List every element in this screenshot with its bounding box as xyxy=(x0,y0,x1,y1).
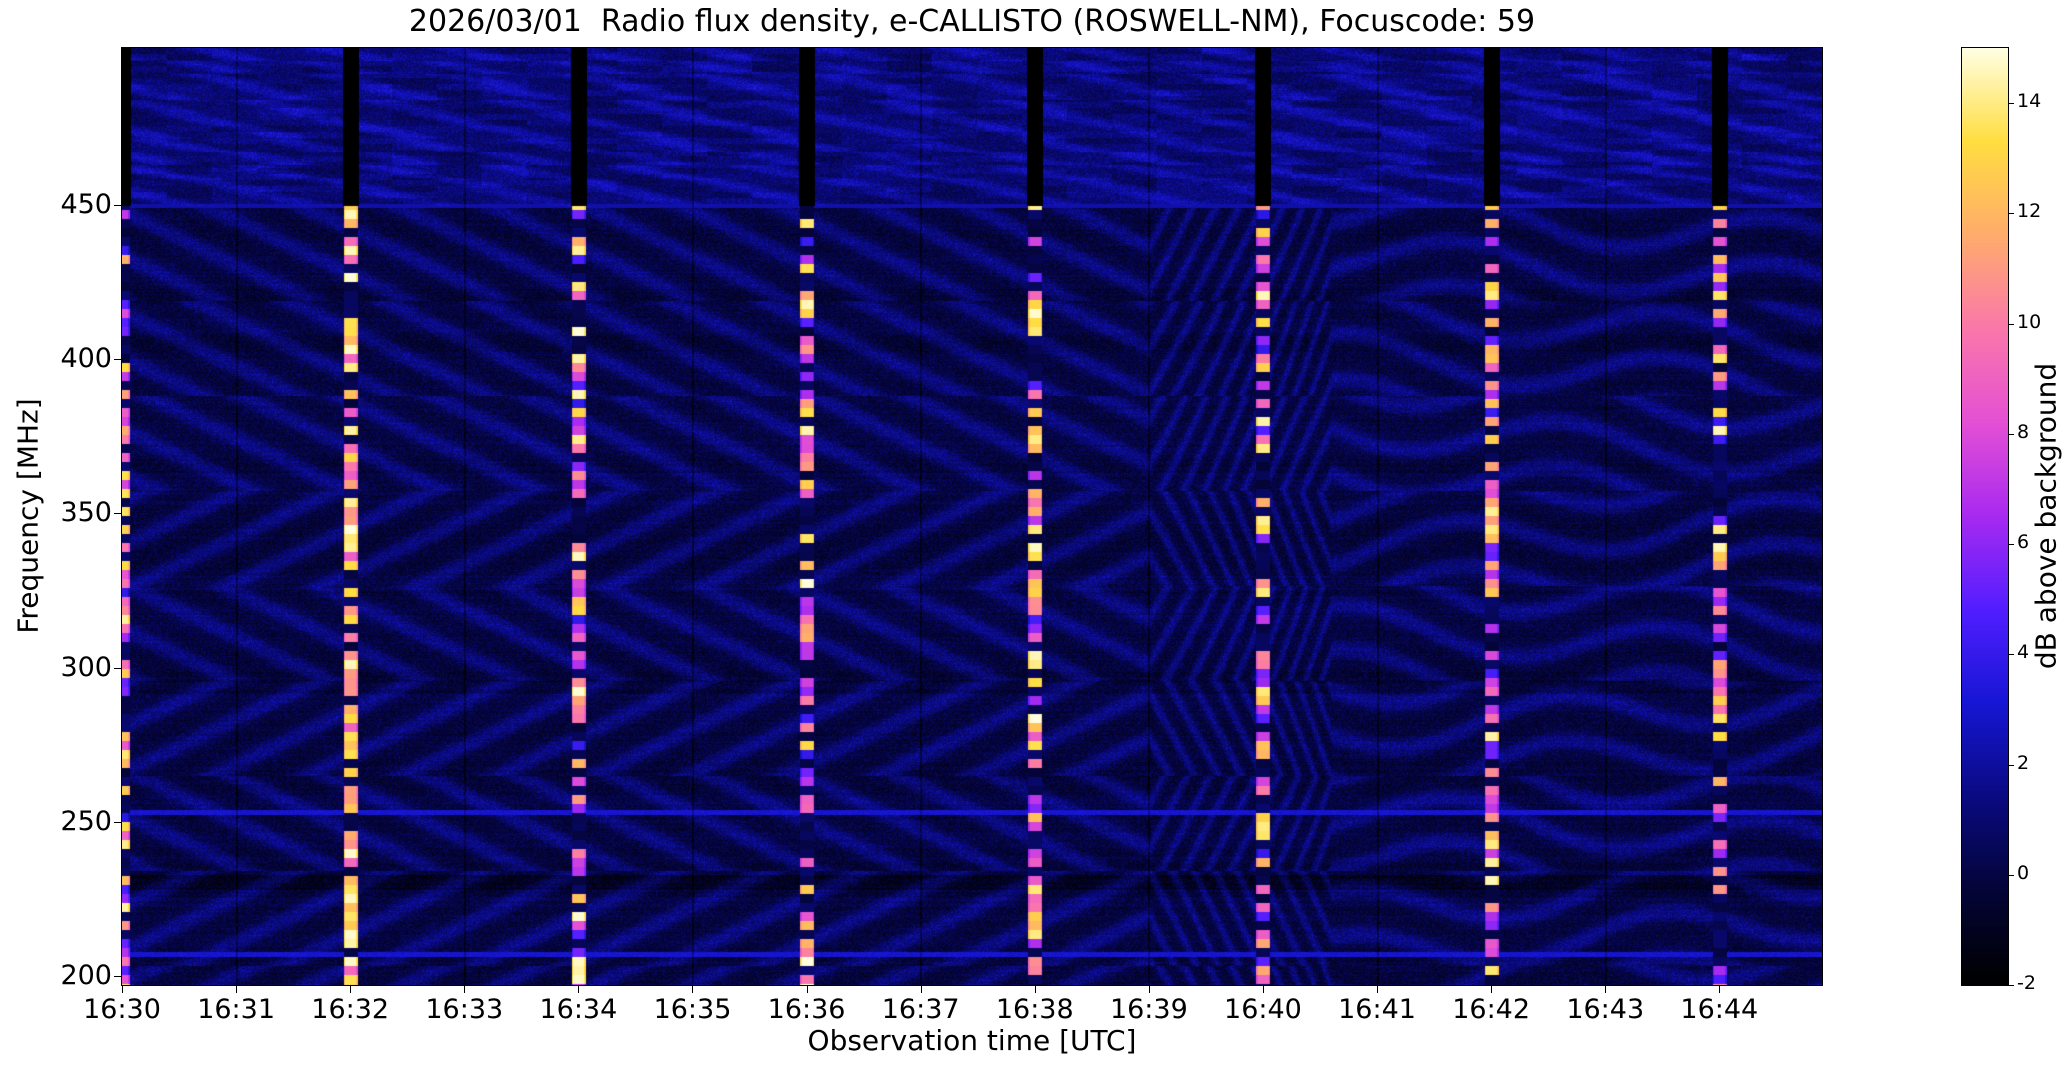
y-tick-mark xyxy=(114,821,122,823)
colorbar-tick-mark xyxy=(2008,103,2014,105)
colorbar-tick-mark xyxy=(2008,544,2014,546)
y-tick-label: 200 xyxy=(60,959,112,991)
x-tick-label: 16:32 xyxy=(311,994,390,1025)
x-tick-mark xyxy=(1148,985,1150,993)
colorbar-tick-mark xyxy=(2008,213,2014,215)
colorbar-tick-mark xyxy=(2008,323,2014,325)
y-tick-label: 250 xyxy=(60,805,112,837)
x-tick-label: 16:37 xyxy=(881,994,960,1025)
x-tick-label: 16:36 xyxy=(767,994,846,1025)
y-tick-mark xyxy=(114,667,122,669)
y-tick-mark xyxy=(114,205,122,207)
chart-title: 2026/03/01 Radio flux density, e-CALLIST… xyxy=(408,4,1536,39)
x-tick-label: 16:43 xyxy=(1566,994,1645,1025)
x-axis-label: Observation time [UTC] xyxy=(807,1024,1137,1057)
x-tick-label: 16:41 xyxy=(1338,994,1416,1025)
x-tick-mark xyxy=(920,985,922,993)
x-tick-mark xyxy=(122,985,123,993)
x-tick-mark xyxy=(1262,985,1264,993)
colorbar-tick-label: 10 xyxy=(2017,310,2042,333)
x-tick-label: 16:31 xyxy=(197,994,275,1025)
y-tick-mark xyxy=(114,975,122,977)
colorbar-label: dB above background xyxy=(2029,362,2063,670)
colorbar-tick-label: 8 xyxy=(2017,420,2030,443)
x-tick-mark xyxy=(1377,985,1379,993)
colorbar-tick-label: 12 xyxy=(2017,200,2042,223)
x-tick-mark xyxy=(236,985,238,993)
colorbar xyxy=(1961,47,2009,986)
colorbar-tick-mark xyxy=(2008,433,2014,435)
x-tick-label: 16:40 xyxy=(1224,994,1302,1025)
x-tick-mark xyxy=(1034,985,1036,993)
x-tick-label: 16:33 xyxy=(425,994,504,1025)
colorbar-tick-mark xyxy=(2008,874,2014,876)
spectrogram-heatmap xyxy=(121,47,1823,986)
colorbar-tick-label: 6 xyxy=(2017,531,2030,554)
y-tick-label: 350 xyxy=(60,497,112,529)
x-tick-label: 16:34 xyxy=(539,994,618,1025)
colorbar-tick-label: 14 xyxy=(2017,90,2042,113)
y-tick-mark xyxy=(114,359,122,361)
x-tick-label: 16:42 xyxy=(1452,994,1531,1025)
y-tick-label: 450 xyxy=(60,189,112,221)
x-tick-label: 16:38 xyxy=(995,994,1074,1025)
x-tick-mark xyxy=(1719,985,1721,993)
colorbar-tick-mark xyxy=(2008,654,2014,656)
x-tick-mark xyxy=(1491,985,1493,993)
colorbar-tick-label: 4 xyxy=(2017,641,2030,664)
colorbar-tick-mark xyxy=(2008,764,2014,766)
x-tick-label: 16:35 xyxy=(653,994,732,1025)
y-tick-mark xyxy=(114,513,122,515)
x-tick-mark xyxy=(578,985,580,993)
x-tick-mark xyxy=(1605,985,1607,993)
x-tick-mark xyxy=(464,985,466,993)
colorbar-tick-mark xyxy=(2008,985,2014,986)
x-tick-mark xyxy=(692,985,694,993)
y-tick-label: 300 xyxy=(60,651,112,683)
x-tick-label: 16:39 xyxy=(1109,994,1188,1025)
x-tick-mark xyxy=(806,985,808,993)
x-tick-mark xyxy=(350,985,352,993)
colorbar-tick-label: -2 xyxy=(2017,972,2036,994)
x-tick-label: 16:30 xyxy=(83,994,161,1025)
colorbar-tick-label: 0 xyxy=(2017,861,2030,884)
colorbar-tick-label: 2 xyxy=(2017,751,2030,774)
x-tick-label: 16:44 xyxy=(1680,994,1759,1025)
y-tick-label: 400 xyxy=(60,343,112,375)
